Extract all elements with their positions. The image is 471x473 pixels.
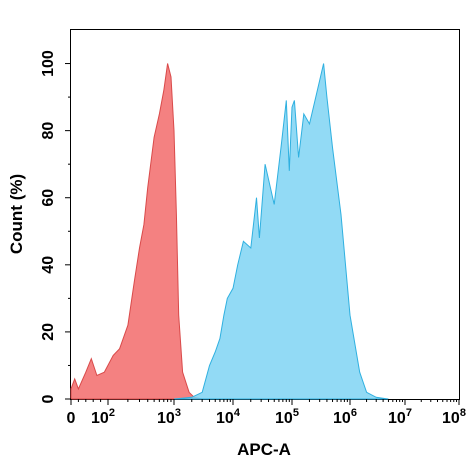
x-tick-label: 105	[275, 407, 299, 427]
x-tick-label: 104	[216, 407, 241, 427]
y-tick-label: 40	[40, 256, 57, 274]
x-tick-label: 103	[157, 407, 181, 427]
y-axis-ticks: 0 20 40 60 80 100	[40, 50, 71, 403]
y-tick-label: 80	[40, 122, 57, 140]
x-tick-label: 107	[388, 407, 412, 427]
y-tick-label: 20	[40, 323, 57, 341]
x-tick-label: 0	[67, 410, 76, 427]
histogram-series-2	[173, 63, 389, 400]
plot-area: 0 20 40 60 80 100 0 102 103 104 105 106 107 108	[40, 29, 466, 427]
x-axis-ticks: 0 102 103 104 105 106 107 108	[67, 399, 466, 427]
histogram-series-1	[70, 63, 203, 400]
y-axis-title: Count (%)	[7, 174, 26, 254]
x-tick-label: 106	[333, 407, 357, 427]
y-tick-label: 60	[40, 189, 57, 207]
y-tick-label: 100	[40, 50, 57, 77]
x-axis-title: APC-A	[237, 440, 291, 459]
series-layer	[70, 63, 389, 400]
y-tick-label: 0	[40, 394, 57, 403]
x-tick-label: 108	[442, 407, 466, 427]
x-tick-label: 102	[91, 407, 115, 427]
